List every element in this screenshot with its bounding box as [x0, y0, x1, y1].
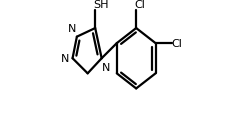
Text: Cl: Cl	[134, 0, 145, 10]
Text: SH: SH	[93, 0, 108, 10]
Text: N: N	[61, 54, 69, 64]
Text: Cl: Cl	[172, 39, 183, 49]
Text: N: N	[102, 62, 110, 72]
Text: N: N	[68, 24, 77, 34]
